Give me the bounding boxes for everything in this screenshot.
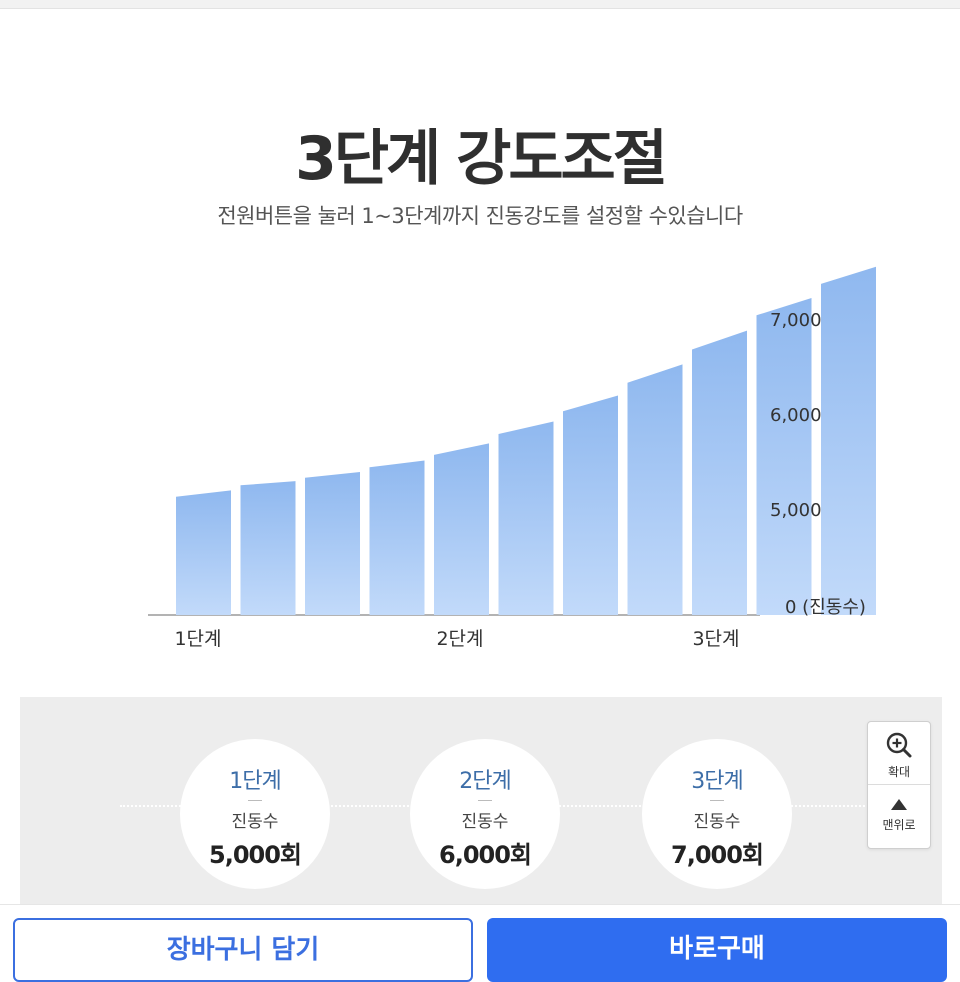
chart-bar bbox=[563, 395, 618, 615]
stage-2-title: 2단계 bbox=[459, 769, 511, 794]
add-to-cart-button[interactable]: 장바구니 담기 bbox=[13, 918, 473, 982]
floating-side-buttons: 확대 맨위로 bbox=[867, 721, 931, 849]
x-label-stage2: 2단계 bbox=[436, 628, 483, 650]
y-tick-label: 0 (진동수) bbox=[785, 597, 866, 618]
scroll-to-top-button[interactable]: 맨위로 bbox=[868, 785, 930, 847]
y-tick-label: 5,000 bbox=[770, 500, 822, 521]
chart-bar bbox=[305, 472, 360, 615]
stage-1-title: 1단계 bbox=[229, 769, 281, 794]
stage-3-title: 3단계 bbox=[691, 769, 743, 794]
stage-1-value: 5,000회 bbox=[209, 841, 302, 869]
stage-3-card: 3단계 진동수 7,000회 bbox=[642, 739, 792, 889]
chart-bar bbox=[692, 330, 747, 615]
y-tick-label: 6,000 bbox=[770, 405, 822, 426]
y-tick-label: 7,000 bbox=[770, 310, 822, 331]
chart-bar bbox=[369, 460, 425, 615]
bottom-action-bar: 장바구니 담기 바로구매 bbox=[0, 904, 960, 982]
chart-bar bbox=[498, 421, 554, 615]
stage-2-label: 진동수 bbox=[461, 812, 509, 832]
chart-bar bbox=[434, 443, 489, 615]
stage-3-value: 7,000회 bbox=[671, 841, 764, 869]
chart-bar bbox=[176, 490, 231, 615]
page-subtitle: 전원버튼을 눌러 1~3단계까지 진동강도를 설정할 수있습니다 bbox=[217, 204, 743, 228]
x-label-stage1: 1단계 bbox=[174, 628, 221, 650]
stage-2-value: 6,000회 bbox=[439, 841, 532, 869]
chart-bar bbox=[756, 298, 812, 615]
vibration-chart: 0 (진동수) 5,000 6,000 7,000 1단계 2단계 3단계 bbox=[148, 266, 876, 650]
stage-3-label: 진동수 bbox=[693, 812, 741, 832]
stage-2-divider bbox=[478, 800, 492, 801]
chart-bar bbox=[627, 364, 683, 615]
chart-bar bbox=[821, 266, 876, 615]
scroll-to-top-label: 맨위로 bbox=[882, 818, 916, 832]
arrow-up-icon bbox=[891, 799, 907, 810]
page-title: 3단계 강도조절 bbox=[295, 124, 668, 194]
stage-summary-panel: 1단계 진동수 5,000회 2단계 진동수 6,000회 3단계 진동수 7,… bbox=[20, 697, 942, 907]
x-label-stage3: 3단계 bbox=[692, 628, 739, 650]
buy-now-button[interactable]: 바로구매 bbox=[487, 918, 947, 982]
zoom-in-icon bbox=[886, 732, 912, 758]
stage-1-label: 진동수 bbox=[231, 812, 279, 832]
stage-1-card: 1단계 진동수 5,000회 bbox=[180, 739, 330, 889]
zoom-label: 확대 bbox=[887, 765, 911, 779]
stage-3-divider bbox=[710, 800, 724, 801]
stage-2-card: 2단계 진동수 6,000회 bbox=[410, 739, 560, 889]
chart-bar bbox=[240, 481, 296, 615]
top-divider bbox=[0, 0, 960, 9]
zoom-button[interactable]: 확대 bbox=[868, 722, 930, 785]
stage-1-divider bbox=[248, 800, 262, 801]
